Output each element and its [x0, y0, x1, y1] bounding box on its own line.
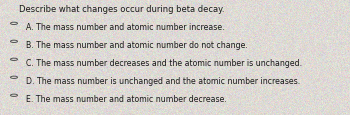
- Text: Describe what changes occur during beta decay.: Describe what changes occur during beta …: [19, 5, 225, 14]
- Text: C. The mass number decreases and the atomic number is unchanged.: C. The mass number decreases and the ato…: [26, 58, 302, 67]
- Text: D. The mass number is unchanged and the atomic number increases.: D. The mass number is unchanged and the …: [26, 76, 301, 85]
- Text: B. The mass number and atomic number do not change.: B. The mass number and atomic number do …: [26, 40, 248, 49]
- Text: E. The mass number and atomic number decrease.: E. The mass number and atomic number dec…: [26, 94, 227, 103]
- Text: A. The mass number and atomic number increase.: A. The mass number and atomic number inc…: [26, 22, 225, 31]
